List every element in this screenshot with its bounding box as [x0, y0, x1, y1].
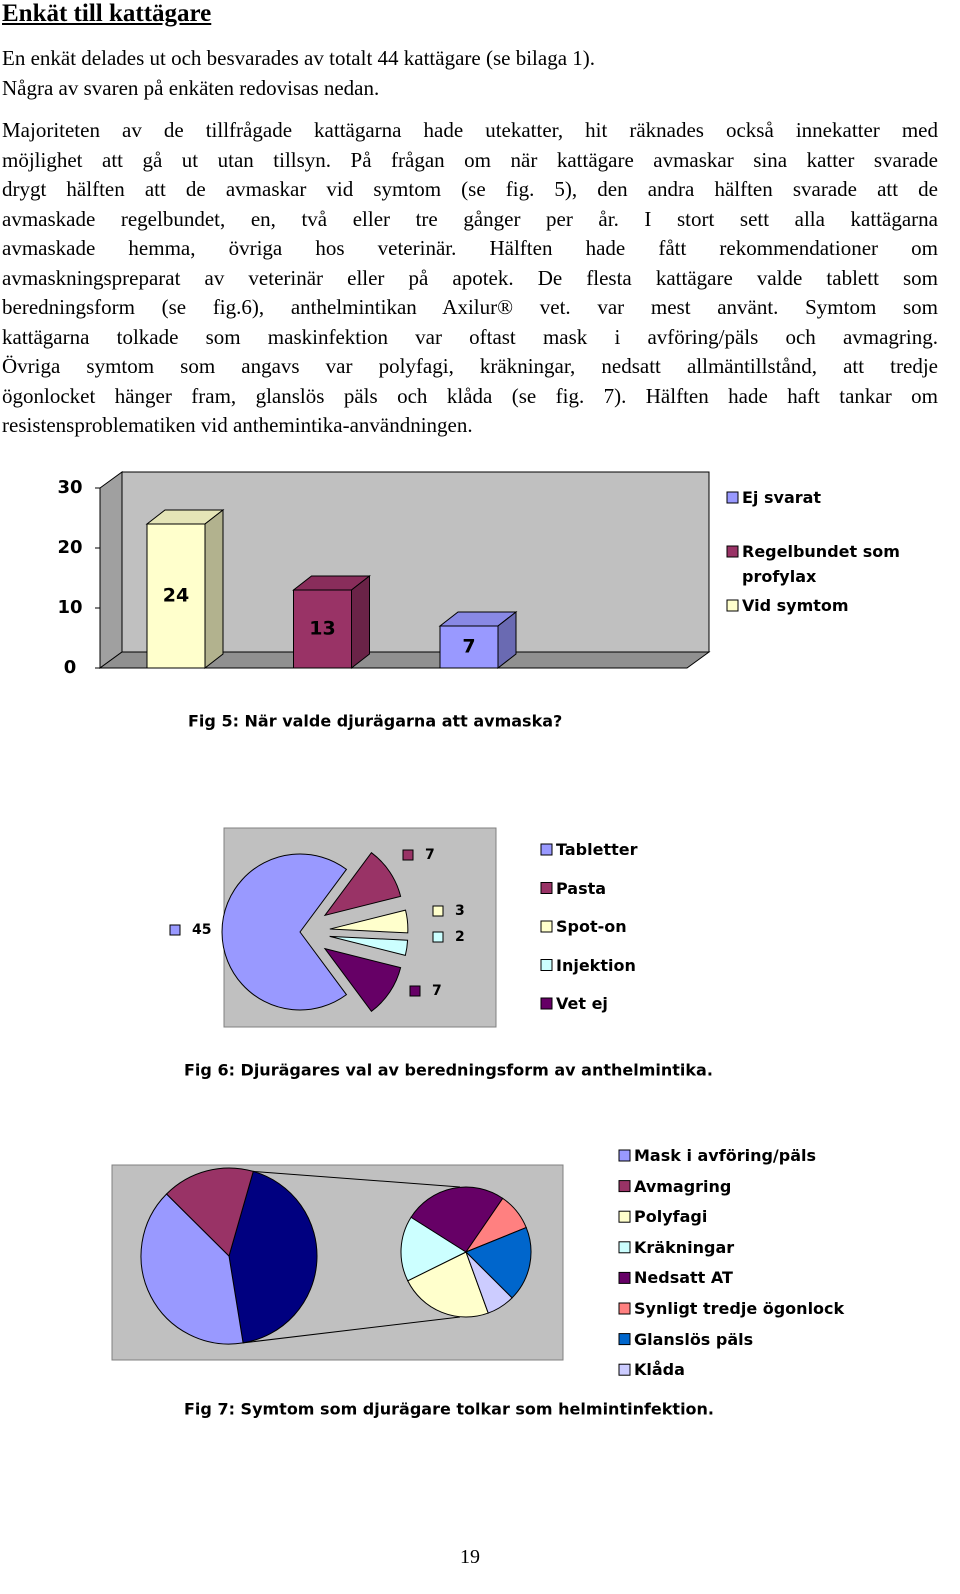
legend-swatch: [618, 1210, 631, 1223]
data-label: 24: [163, 585, 189, 607]
bar-shade: [293, 576, 370, 590]
y-tick-label: 30: [57, 477, 82, 498]
paragraph-line: avmaskade hemma, övriga hos veterinär. H…: [2, 236, 938, 260]
paragraph-line: Övriga symtom som angavs var polyfagi, k…: [2, 354, 938, 378]
legend-label: Synligt tredje ögonlock: [634, 1299, 845, 1318]
y-tick-label: 0: [64, 657, 77, 678]
paragraph-line: Några av svaren på enkäten redovisas ned…: [2, 76, 380, 100]
legend-label: Mask i avföring/päls: [634, 1146, 817, 1165]
legend-swatch: [726, 545, 739, 558]
pie-slice: [465, 1251, 513, 1314]
connector: [253, 1170, 461, 1188]
paragraph-line: Majoriteten av de tillfrågade kattägarna…: [2, 118, 938, 142]
data-label: 3: [455, 903, 465, 919]
legend-label: Kräkningar: [634, 1237, 735, 1257]
pie-slice: [329, 909, 409, 934]
legend-swatch: [618, 1271, 631, 1284]
paragraph-line: beredningsform (se fig.6), anthelmintika…: [2, 295, 938, 319]
label-swatch: [169, 924, 181, 936]
pie-slice: [410, 1186, 504, 1253]
bar-shade: [147, 510, 223, 524]
legend-swatch: [618, 1180, 631, 1193]
legend-swatch: [618, 1241, 631, 1254]
side-wall: [99, 471, 123, 669]
pie-slice: [329, 935, 409, 956]
legend-label: Tabletter: [556, 840, 638, 859]
paragraph-line: En enkät delades ut och besvarades av to…: [2, 46, 596, 70]
data-label: 2: [455, 929, 465, 945]
legend-label: Regelbundet som profylax: [742, 542, 900, 586]
paragraph-line: avmaskningspreparat av veterinär eller p…: [2, 265, 938, 290]
pie-slice: [323, 947, 402, 1013]
pie-slice: [228, 1170, 318, 1344]
bar-shade: [498, 612, 516, 668]
paragraph-line: kattägarna tolkade som maskinfektion var…: [2, 324, 938, 349]
legend-swatch: [540, 920, 553, 933]
legend-label: Polyfagi: [634, 1207, 708, 1227]
pie-slice: [221, 853, 348, 1011]
bar-shade: [440, 612, 516, 626]
legend-swatch: [726, 491, 739, 504]
legend-label: Pasta: [556, 878, 607, 898]
label-swatch: [402, 849, 414, 861]
paragraph-line: drygt hälften att de avmaskar vid symtom…: [2, 177, 938, 201]
legend-label: Injektion: [556, 955, 636, 975]
bar-shade: [351, 576, 370, 668]
legend-swatch: [540, 882, 553, 894]
caption: Fig 5: När valde djurägarna att avmaska?: [188, 712, 562, 731]
data-label: 7: [425, 847, 435, 863]
legend-label: Spot-on: [556, 917, 627, 936]
legend-label: Nedsatt AT: [634, 1268, 733, 1288]
pie-slice: [140, 1193, 244, 1345]
label-swatch: [432, 931, 444, 943]
bar: [146, 523, 206, 669]
y-tick-label: 10: [57, 597, 82, 618]
legend-label: Vid symtom: [742, 596, 849, 615]
paragraph-line: ögonlocket hänger fram, glanslös päls oc…: [2, 383, 938, 408]
legend-swatch: [618, 1149, 631, 1162]
legend-swatch: [540, 959, 553, 971]
paragraph-line: möjlighet att gå ut utan tillsyn. På frå…: [2, 147, 938, 172]
legend-swatch: [726, 599, 739, 612]
data-label: 7: [432, 983, 442, 999]
paragraph-line: avmaskade regelbundet, en, två eller tre…: [2, 206, 938, 231]
legend-label: Avmagring: [634, 1176, 732, 1196]
pie-slice: [165, 1167, 254, 1257]
legend-label: Ej svarat: [742, 488, 822, 507]
legend-swatch: [540, 997, 553, 1010]
connector: [243, 1316, 461, 1344]
data-label: 45: [192, 922, 211, 938]
page-number: 19: [460, 1546, 480, 1568]
pie-slice: [323, 851, 402, 917]
paragraph-line: resistensproblematiken vid anthemintika-…: [2, 413, 473, 437]
pie-slice: [465, 1226, 532, 1299]
data-label: 7: [462, 636, 475, 658]
pie-slice: [400, 1216, 468, 1282]
legend-label: Klåda: [634, 1360, 685, 1380]
caption: Fig 6: Djurägares val av beredningsform …: [184, 1061, 713, 1080]
heading: Enkät till kattägare: [2, 0, 212, 27]
data-label: 13: [309, 618, 335, 640]
bar: [293, 589, 352, 669]
legend-swatch: [540, 843, 553, 856]
bar-shade: [205, 510, 223, 668]
legend-label: Vet ej: [556, 994, 608, 1013]
legend-swatch: [618, 1302, 631, 1315]
label-swatch: [432, 905, 444, 917]
label-swatch: [409, 985, 421, 997]
legend-swatch: [618, 1333, 631, 1346]
legend-label: Glanslös päls: [634, 1329, 754, 1349]
y-tick-label: 20: [57, 537, 82, 558]
pie-slice: [407, 1251, 489, 1318]
legend-swatch: [618, 1363, 631, 1376]
caption: Fig 7: Symtom som djurägare tolkar som h…: [184, 1400, 714, 1419]
bar: [439, 625, 499, 669]
